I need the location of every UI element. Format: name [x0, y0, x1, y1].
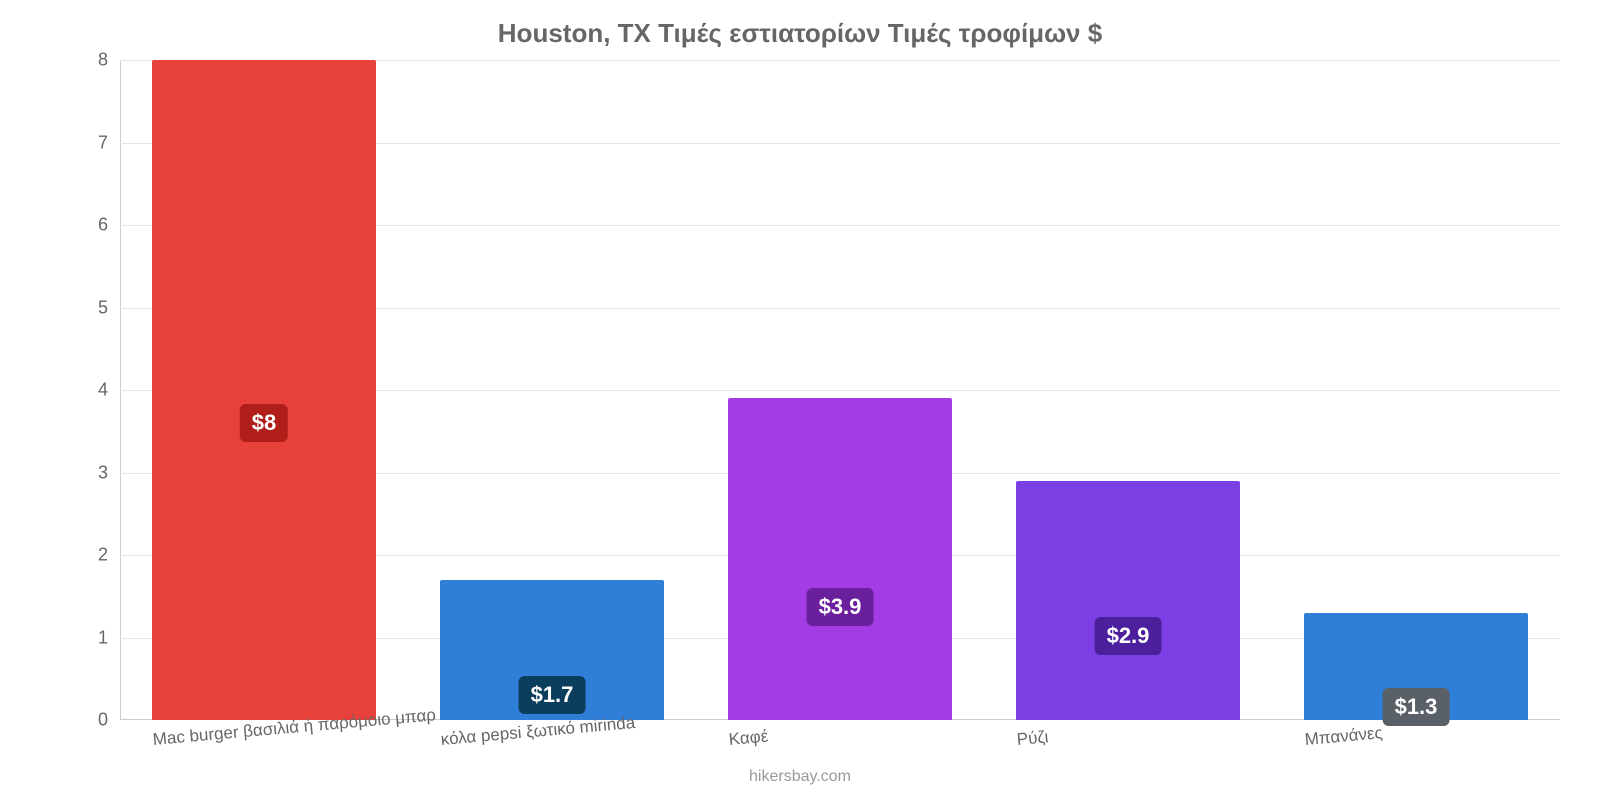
bar-value-badge: $1.7	[519, 676, 586, 714]
y-tick-label: 5	[68, 297, 108, 318]
y-tick-label: 3	[68, 462, 108, 483]
price-bar-chart: Houston, TX Τιμές εστιατορίων Τιμές τροφ…	[0, 0, 1600, 800]
y-tick-label: 0	[68, 710, 108, 731]
bar-value-badge: $8	[240, 404, 288, 442]
bar-value-badge: $3.9	[807, 588, 874, 626]
x-tick-label: Μπανάνες	[1304, 723, 1384, 750]
bar	[728, 398, 953, 720]
bar-value-badge: $1.3	[1383, 688, 1450, 726]
y-tick-label: 6	[68, 215, 108, 236]
bar-value-badge: $2.9	[1095, 617, 1162, 655]
y-tick-label: 7	[68, 132, 108, 153]
x-tick-label: Καφέ	[728, 727, 769, 750]
bar	[1016, 481, 1241, 720]
attribution-text: hikersbay.com	[0, 768, 1600, 786]
y-tick-label: 2	[68, 545, 108, 566]
y-tick-label: 1	[68, 627, 108, 648]
chart-title: Houston, TX Τιμές εστιατορίων Τιμές τροφ…	[0, 0, 1600, 49]
bar	[152, 60, 377, 720]
y-tick-label: 8	[68, 50, 108, 71]
y-tick-label: 4	[68, 380, 108, 401]
x-tick-label: Ρύζι	[1016, 727, 1049, 750]
plot-area: 012345678$8Mac burger βασιλιά ή παρόμοιο…	[120, 60, 1560, 720]
